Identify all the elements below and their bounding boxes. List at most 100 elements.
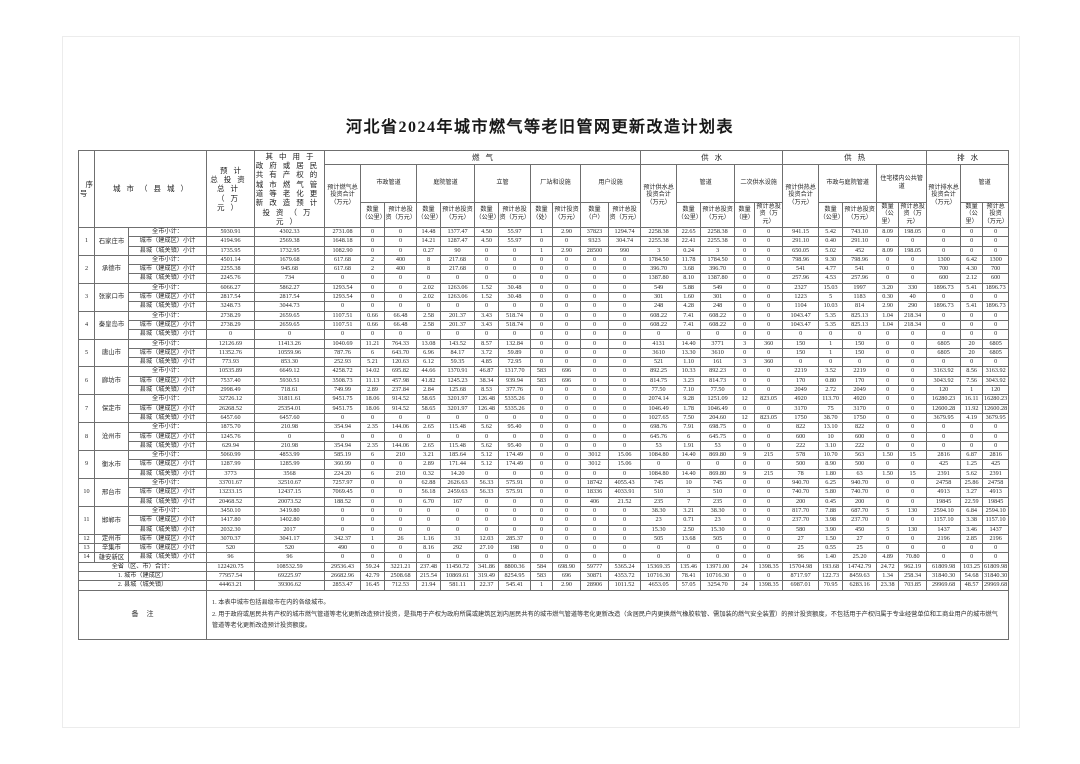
cell: 0	[530, 515, 553, 526]
cell: 188.52	[324, 496, 361, 507]
cell: 0	[876, 412, 900, 424]
cell: 174.49	[498, 450, 531, 461]
subcol-header-gas-3: 立管	[474, 163, 531, 204]
subcol-header-water-subtotal: 预计供水总投资合计（万元）	[640, 164, 678, 228]
cell: 6987.01	[782, 580, 820, 591]
cell: 2998.49	[206, 385, 255, 396]
cell: 10559.96	[254, 347, 325, 359]
cell: 0	[876, 347, 900, 359]
cell: 0	[498, 254, 531, 266]
cell: 14742.79	[842, 561, 878, 573]
table-row: 4 秦皇岛市 全市小计： 2738.29 2659.65 1107.51 0.66 66.48…	[78, 310, 1010, 340]
cell: 5.62	[960, 468, 984, 480]
cell: 3	[734, 338, 756, 349]
cell: 115.48	[440, 440, 475, 452]
cell: 2.65	[416, 422, 441, 433]
cell: 0	[782, 357, 820, 368]
unit-header-heat-1-quantity: 数量（公里）	[818, 202, 844, 228]
cell: 0	[416, 273, 441, 284]
cell: 1.34	[876, 570, 900, 582]
cell: 108532.59	[254, 561, 325, 573]
cell: 1317.70	[498, 366, 531, 377]
cell: 0	[530, 552, 553, 563]
cell: 204.60	[700, 412, 736, 424]
table-row: 城市（建成区）小计 2255.38 945.68 617.68 2 400 8 217.68 0…	[79, 264, 1010, 275]
cell: 319.49	[474, 570, 499, 582]
cell: 4.30	[960, 264, 984, 275]
cell: 84.17	[440, 347, 475, 359]
row-scope-label: 县城（城关镇）小计	[128, 440, 207, 452]
cell: 0	[474, 515, 499, 526]
cell: 3044.73	[254, 301, 325, 312]
cell: 18336	[580, 487, 609, 498]
table-row: 县城（城关镇）小计 2032.30 2017 0 0 0 0 0 0 0 0 0 0 0 15.30 2.50…	[79, 524, 1010, 535]
row-scope-label: 全市小计：	[128, 422, 207, 433]
subcol-header-water-1: 管道	[676, 163, 736, 204]
cell: 0	[580, 319, 609, 331]
cell: 0	[734, 570, 756, 582]
table-row: 县城（城关镇）小计 3248.73 3044.73 0 0 0 0 0 0 0 0 0 0 0 248 4.2…	[79, 301, 1010, 312]
row-scope-label: 城市（建成区）小计	[128, 292, 207, 303]
cell: 77.50	[640, 385, 678, 396]
cell: 235	[640, 496, 678, 507]
cell: 5335.26	[498, 394, 531, 405]
cell: 0	[607, 329, 642, 340]
cell: 9	[734, 468, 756, 480]
cell: 452	[842, 245, 878, 256]
cell: 0	[926, 431, 962, 442]
cell: 0	[607, 301, 642, 312]
cell: 0	[607, 310, 642, 321]
cell: 0	[898, 515, 928, 526]
cell: 914.52	[384, 394, 417, 405]
cell: 130	[898, 505, 928, 517]
cell: 23	[700, 515, 736, 526]
cell: 32510.67	[254, 477, 325, 489]
cell: 0	[474, 301, 499, 312]
subcol-header-gas-5: 用户设施	[579, 163, 642, 204]
cell: 1417.80	[206, 515, 255, 526]
cell: 7	[676, 496, 702, 507]
cell: 3610	[700, 347, 736, 359]
cell: 0	[498, 496, 531, 507]
cell: 0	[926, 552, 962, 563]
row-scope-label: 县城（城关镇）小计	[128, 301, 207, 312]
cell: 167	[440, 496, 475, 507]
cell: 0	[754, 375, 784, 387]
cell: 0	[360, 477, 385, 489]
cell: 687.70	[842, 505, 878, 517]
cell: 10	[818, 431, 844, 442]
cell: 19845	[982, 496, 1010, 507]
cell: 1896.73	[982, 282, 1010, 294]
row-scope-label: 全市小计：	[128, 310, 207, 321]
cell: 55.97	[498, 236, 531, 247]
cell: 941.15	[782, 226, 820, 238]
cell: 0	[876, 487, 900, 498]
cell: 0	[876, 329, 900, 340]
cell: 1263.06	[440, 292, 475, 303]
cell: 0	[498, 505, 531, 517]
cell: 0	[530, 310, 553, 321]
cell: 25.86	[960, 477, 984, 489]
cell: 96	[782, 552, 820, 563]
unit-header-gas-3-investment: 预计总投资（万元）	[498, 202, 531, 228]
city-name: 张家口市	[94, 282, 129, 312]
table-row: 县城（城关镇）小计 629.94 210.98 354.94 2.35 144.06 2.6…	[79, 440, 1010, 452]
cell: 3221.21	[384, 561, 417, 573]
cell: 56.33	[474, 487, 499, 498]
cell: 0	[360, 292, 385, 303]
cell: 0	[360, 496, 385, 507]
cell: 218.34	[898, 319, 928, 331]
row-scope-label: 全市小计：	[128, 505, 207, 517]
cell: 521	[640, 357, 678, 368]
cell: 734	[254, 273, 325, 284]
cell: 0	[580, 394, 609, 405]
cell: 0	[530, 543, 553, 554]
cell: 0	[926, 236, 962, 247]
cell: 0	[982, 310, 1010, 321]
cell: 46.87	[474, 366, 499, 377]
cell: 1.52	[474, 292, 499, 303]
cell: 4501.14	[206, 254, 255, 266]
cell: 0	[530, 422, 553, 433]
row-scope-label: 城市（建成区）小计	[128, 543, 207, 554]
cell: 23.38	[876, 580, 900, 591]
